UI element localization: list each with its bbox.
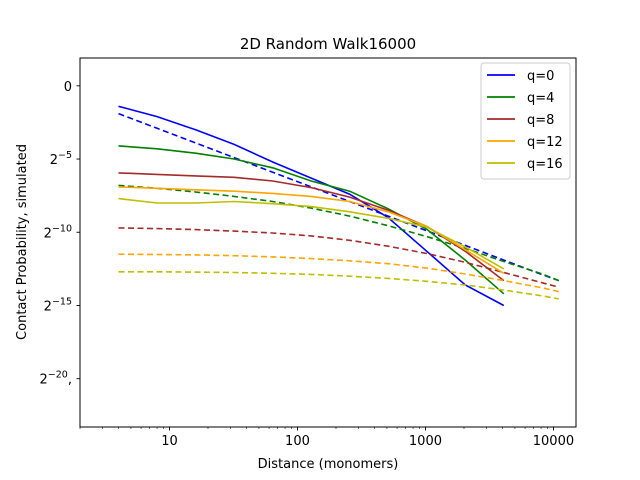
y-tick-label: 2−20, bbox=[40, 370, 72, 388]
x-axis-label: Distance (monomers) bbox=[258, 457, 399, 472]
series-line-q4-dashed bbox=[118, 184, 560, 282]
y-axis-label: Contact Probability, simulated bbox=[15, 144, 30, 340]
chart-title: 2D Random Walk16000 bbox=[240, 35, 416, 53]
x-tick-label: 100 bbox=[285, 434, 310, 449]
legend-label: q=16 bbox=[527, 157, 563, 172]
x-tick-label: 10000 bbox=[533, 434, 574, 449]
x-tick-label: 1000 bbox=[409, 434, 442, 449]
legend-label: q=0 bbox=[527, 69, 554, 84]
series-line-q12-dashed bbox=[118, 253, 559, 293]
y-tick-label: 2−5 bbox=[50, 150, 72, 168]
legend-label: q=8 bbox=[527, 113, 554, 128]
series-layer bbox=[118, 105, 560, 307]
legend-label: q=12 bbox=[527, 135, 563, 150]
x-tick-label: 10 bbox=[161, 434, 178, 449]
legend-label: q=4 bbox=[527, 91, 554, 106]
series-line-q8-dashed bbox=[118, 227, 560, 288]
y-ticks: 0 2−5 2−10 2−15 2−20, bbox=[40, 80, 80, 388]
x-ticks: 10 100 1000 10000 bbox=[79, 427, 574, 449]
y-tick-label: 2−15 bbox=[44, 296, 72, 314]
legend-box bbox=[480, 62, 571, 180]
y-tick-label: 0 bbox=[64, 80, 72, 95]
series-line-q16-solid bbox=[118, 197, 505, 270]
y-tick-label: 2−10 bbox=[44, 223, 72, 241]
series-line-q4-solid bbox=[118, 145, 505, 295]
plot-frame bbox=[79, 57, 577, 428]
series-line-q16-dashed bbox=[118, 271, 559, 300]
legend: q=0 q=4 q=8 q=12 q=16 bbox=[480, 62, 571, 180]
series-line-q0-solid bbox=[118, 105, 505, 307]
series-line-q12-solid bbox=[118, 186, 505, 274]
